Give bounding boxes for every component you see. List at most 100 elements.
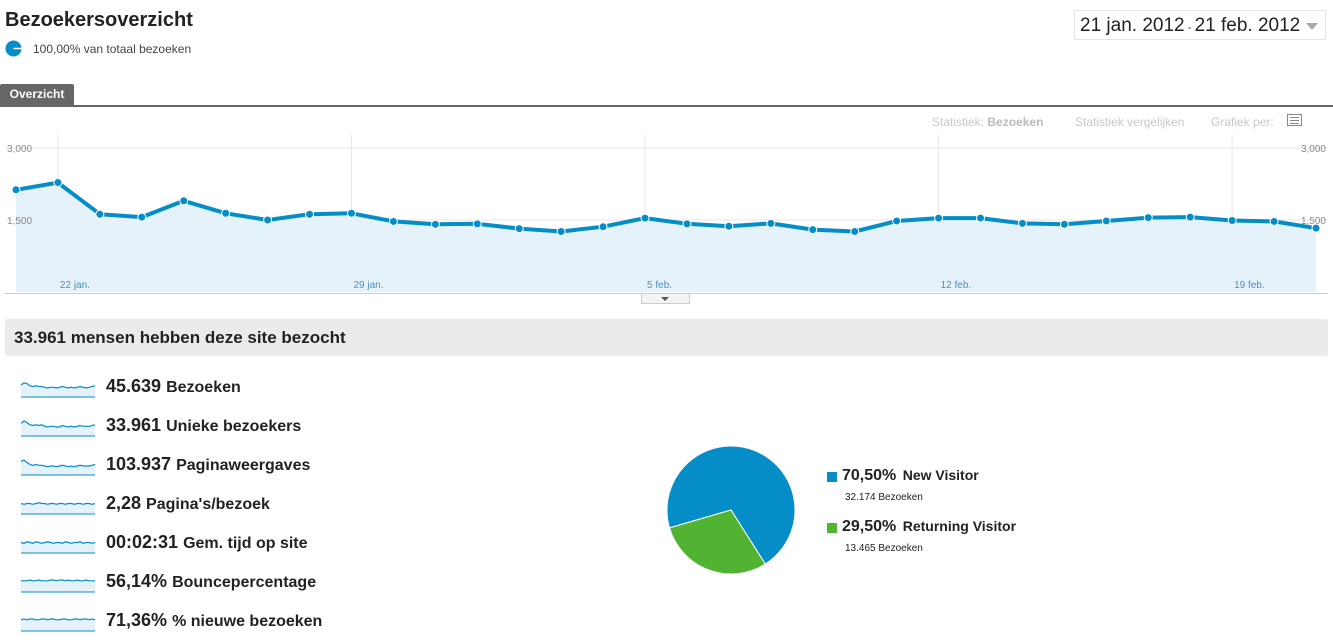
metric-number: 103.937 — [106, 454, 172, 474]
metric-label[interactable]: Pagina's/bezoek — [146, 496, 270, 513]
data-point — [1059, 219, 1069, 229]
data-point — [221, 208, 231, 218]
segment-label: 100,00% van totaal bezoeken — [33, 42, 192, 56]
metric-number: 33.961 — [106, 415, 162, 435]
data-point — [137, 212, 147, 222]
data-point — [1311, 223, 1321, 233]
metric-row[interactable]: 2,28 Pagina's/bezoek — [20, 492, 350, 516]
data-point — [263, 215, 273, 225]
data-point — [430, 219, 440, 229]
metric-sparkline — [21, 579, 95, 593]
metric-number: 2,28 — [106, 493, 142, 513]
data-point — [1185, 212, 1195, 222]
metric-row[interactable]: 103.937 Paginaweergaves — [20, 453, 350, 477]
pie-slice — [666, 445, 796, 565]
metric-value: 00:02:31 Gem. tijd op site — [106, 532, 308, 553]
metric-row[interactable]: 71,36%% nieuwe bezoeken — [20, 609, 350, 633]
y-tick-label-left: 1,500 — [7, 216, 32, 227]
pie-slice — [668, 509, 766, 575]
metric-label[interactable]: Bezoeken — [166, 379, 241, 396]
legend-count: 13.465 Bezoeken — [845, 543, 923, 554]
data-point — [53, 178, 63, 188]
metric-number: 45.639 — [106, 376, 162, 396]
data-point — [808, 225, 818, 235]
caret-down-icon — [661, 297, 669, 301]
visitor-type-pie — [666, 445, 796, 575]
metric-sparkline — [20, 382, 96, 398]
data-point — [346, 208, 356, 218]
metric-label[interactable]: Bouncepercentage — [172, 574, 317, 591]
date-separator: - — [1187, 20, 1192, 34]
x-tick-label: 22 jan. — [60, 280, 90, 291]
tab-divider — [0, 105, 1333, 107]
metric-sparkline — [20, 459, 96, 476]
metric-sparkline — [20, 618, 96, 632]
data-point — [640, 213, 650, 223]
legend-title: 70,50% New Visitor — [842, 467, 979, 485]
date-start: 21 jan. 2012 — [1080, 15, 1185, 36]
data-point — [766, 218, 776, 228]
graph-period-icon[interactable] — [1287, 114, 1302, 126]
metric-selector[interactable]: Statistiek: Bezoeken — [932, 115, 1043, 129]
metric-row[interactable]: 45.639 Bezoeken — [20, 375, 350, 399]
metric-value: 103.937 Paginaweergaves — [106, 454, 310, 475]
metric-label[interactable]: Paginaweergaves — [176, 457, 311, 474]
data-point — [892, 216, 902, 226]
compare-metric-button[interactable]: Statistiek vergelijken — [1075, 115, 1185, 129]
metric-value: Bezoeken — [987, 115, 1044, 129]
metric-value: 71,36%% nieuwe bezoeken — [106, 610, 322, 631]
x-tick-label: 29 jan. — [353, 280, 383, 291]
data-point — [682, 219, 692, 229]
data-point — [472, 219, 482, 229]
data-point — [388, 216, 398, 226]
metric-label[interactable]: Unieke bezoekers — [166, 418, 302, 435]
data-point — [1227, 215, 1237, 225]
data-point — [1143, 213, 1153, 223]
date-end: 21 feb. 2012 — [1194, 15, 1301, 36]
y-tick-label-right: 1,500 — [1301, 216, 1326, 227]
metric-value: 56,14% Bouncepercentage — [106, 571, 316, 592]
data-point — [976, 213, 986, 223]
metric-sparkline — [20, 502, 96, 515]
graph-per-label: Grafiek per: — [1211, 115, 1274, 129]
metric-sparkline — [20, 420, 96, 437]
y-tick-label-right: 3,000 — [1301, 144, 1326, 155]
series-area — [16, 182, 1316, 292]
legend-name: Returning Visitor — [902, 518, 1017, 534]
data-point — [1101, 216, 1111, 226]
data-point — [598, 222, 608, 232]
data-point — [724, 221, 734, 231]
data-point — [1017, 218, 1027, 228]
chevron-down-icon[interactable] — [1306, 23, 1318, 30]
metric-value: 33.961 Unieke bezoekers — [106, 415, 301, 436]
date-range-picker[interactable]: 21 jan. 2012-21 feb. 2012 — [1074, 10, 1326, 40]
data-point — [850, 227, 860, 237]
legend-title: 29,50% Returning Visitor — [842, 518, 1016, 536]
metric-label[interactable]: % nieuwe bezoeken — [172, 613, 323, 630]
legend-percent: 29,50% — [842, 518, 897, 535]
data-point — [934, 213, 944, 223]
tab-overview[interactable]: Overzicht — [0, 84, 74, 105]
visits-chart: 3,000 3,000 1,500 1,500 22 jan. 29 jan. 5 feb.… — [5, 135, 1328, 292]
data-point — [514, 224, 524, 234]
data-point — [11, 185, 21, 195]
data-point — [179, 196, 189, 206]
metric-number: 56,14% — [106, 571, 168, 591]
metric-row[interactable]: 56,14% Bouncepercentage — [20, 570, 350, 594]
data-point — [95, 209, 105, 219]
metric-row[interactable]: 33.961 Unieke bezoekers — [20, 414, 350, 438]
metric-row[interactable]: 00:02:31 Gem. tijd op site — [20, 531, 350, 555]
summary-bar: 33.961 mensen hebben deze site bezocht — [5, 319, 1328, 356]
metric-value: 2,28 Pagina's/bezoek — [106, 493, 270, 514]
metric-label[interactable]: Gem. tijd op site — [183, 535, 308, 552]
data-point — [305, 209, 315, 219]
chart-collapse-handle[interactable] — [641, 293, 690, 304]
segment-pie-icon — [5, 40, 22, 57]
x-tick-label: 12 feb. — [941, 280, 972, 291]
summary-headline: 33.961 mensen hebben deze site bezocht — [14, 328, 346, 347]
x-tick-label: 19 feb. — [1234, 280, 1265, 291]
metric-value: 45.639 Bezoeken — [106, 376, 241, 397]
metric-number: 71,36% — [106, 610, 168, 630]
legend-name: New Visitor — [902, 467, 979, 483]
data-point — [1269, 216, 1279, 226]
